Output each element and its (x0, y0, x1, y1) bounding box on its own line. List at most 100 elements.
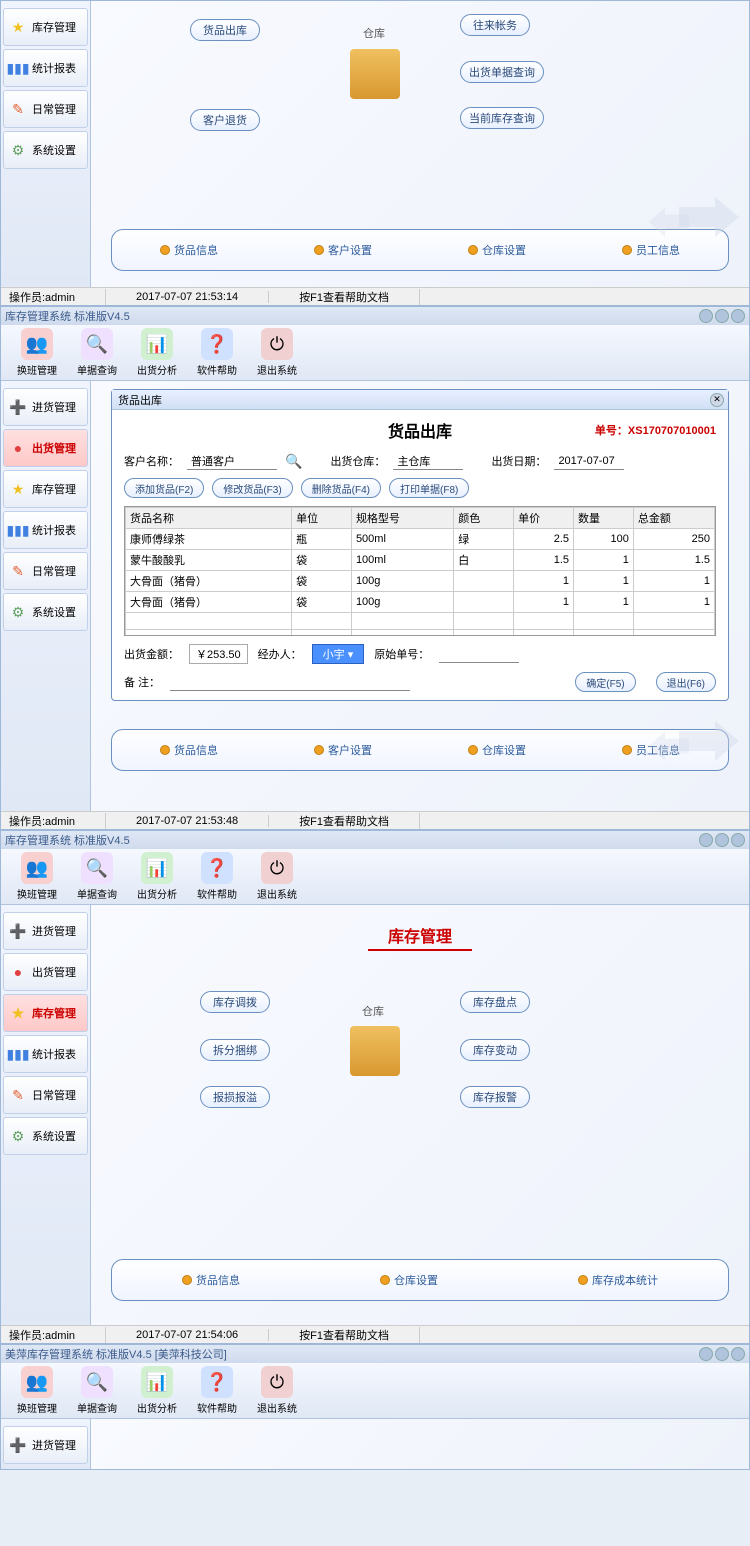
node-transfer[interactable]: 库存调拨 (200, 991, 270, 1013)
node-loss[interactable]: 报损报溢 (200, 1086, 270, 1108)
close-icon[interactable] (731, 1347, 745, 1361)
node-ship-query[interactable]: 出货单据查询 (460, 61, 544, 83)
sidebar-item-shipment[interactable]: ●出货管理 (3, 429, 88, 467)
toolbar-shift-mgmt[interactable]: 👥换班管理 (13, 1366, 61, 1415)
bottom-link[interactable]: 客户设置 (314, 742, 372, 758)
bottom-link-label: 客户设置 (328, 242, 372, 258)
sidebar-item-daily[interactable]: ✎日常管理 (3, 1076, 88, 1114)
titlebar-controls-2 (699, 309, 745, 323)
sidebar-item-system[interactable]: ⚙系统设置 (3, 1117, 88, 1155)
close-icon[interactable] (731, 309, 745, 323)
node-ship-out[interactable]: 货品出库 (190, 19, 260, 41)
sidebar-item-inventory[interactable]: ★库存管理 (3, 470, 88, 508)
bottom-link-label: 货品信息 (174, 742, 218, 758)
table-row[interactable]: 大骨面（猪骨）袋100g111 (126, 571, 715, 592)
customer-input[interactable] (187, 452, 277, 470)
warehouse-input[interactable] (393, 452, 463, 470)
table-row[interactable]: 蒙牛酸酸乳袋100ml白1.511.5 (126, 550, 715, 571)
bottom-link[interactable]: 货品信息 (160, 742, 218, 758)
bottom-link[interactable]: 仓库设置 (380, 1272, 438, 1288)
bottom-link[interactable]: 库存成本统计 (578, 1272, 658, 1288)
sidebar-item-stats[interactable]: ▮▮▮统计报表 (3, 49, 88, 87)
toolbar-bill-query[interactable]: 🔍单据查询 (73, 1366, 121, 1415)
max-icon[interactable] (715, 833, 729, 847)
shift-mgmt-icon: 👥 (21, 328, 53, 360)
node-accounts[interactable]: 往来帐务 (460, 14, 530, 36)
table-row[interactable]: 大骨面（猪骨）袋100g111 (126, 592, 715, 613)
operator-select[interactable]: 小宇 ▾ (312, 644, 365, 664)
sidebar-item-system[interactable]: ⚙系统设置 (3, 131, 88, 169)
toolbar-exit-system[interactable]: ⏻退出系统 (253, 1366, 301, 1415)
node-change[interactable]: 库存变动 (460, 1039, 530, 1061)
inventory-icon: ★ (8, 479, 28, 499)
remark-input[interactable] (170, 673, 410, 691)
toolbar-exit-system[interactable]: ⏻退出系统 (253, 328, 301, 377)
sidebar-item-daily[interactable]: ✎日常管理 (3, 552, 88, 590)
action-button[interactable]: 打印单据(F8) (389, 478, 469, 498)
min-icon[interactable] (699, 833, 713, 847)
warehouse-box-icon (350, 1026, 400, 1076)
min-icon[interactable] (699, 309, 713, 323)
origno-input[interactable] (439, 645, 519, 663)
sidebar-item-shipment[interactable]: ●出货管理 (3, 953, 88, 991)
sidebar-item-inventory[interactable]: ★库存管理 (3, 8, 88, 46)
table-row[interactable]: 康师傅绿茶瓶500ml绿2.5100250 (126, 529, 715, 550)
toolbar-ship-analysis[interactable]: 📊出货分析 (133, 852, 181, 901)
toolbar-software-help[interactable]: ❓软件帮助 (193, 1366, 241, 1415)
sidebar-item-inventory[interactable]: ★库存管理 (3, 994, 88, 1032)
toolbar-exit-system[interactable]: ⏻退出系统 (253, 852, 301, 901)
toolbar-ship-analysis[interactable]: 📊出货分析 (133, 328, 181, 377)
action-button[interactable]: 删除货品(F4) (301, 478, 381, 498)
toolbar-software-help[interactable]: ❓软件帮助 (193, 852, 241, 901)
toolbar-software-help[interactable]: ❓软件帮助 (193, 328, 241, 377)
node-stock-query[interactable]: 当前库存查询 (460, 107, 544, 129)
sidebar-item-purchase[interactable]: ➕进货管理 (3, 388, 88, 426)
node-split[interactable]: 拆分捆绑 (200, 1039, 270, 1061)
action-button[interactable]: 修改货品(F3) (212, 478, 292, 498)
max-icon[interactable] (715, 1347, 729, 1361)
action-button[interactable]: 添加货品(F2) (124, 478, 204, 498)
toolbar-bill-query[interactable]: 🔍单据查询 (73, 852, 121, 901)
titlebar-controls-4 (699, 1347, 745, 1361)
max-icon[interactable] (715, 309, 729, 323)
bottom-link[interactable]: 员工信息 (622, 242, 680, 258)
ok-button[interactable]: 确定(F5) (575, 672, 635, 692)
date-input[interactable] (554, 452, 624, 470)
bottom-link-label: 仓库设置 (394, 1272, 438, 1288)
status-time: 2017-07-07 21:54:06 (136, 1329, 269, 1341)
sidebar-item-daily[interactable]: ✎日常管理 (3, 90, 88, 128)
purchase-icon: ➕ (8, 921, 28, 941)
bottom-link[interactable]: 货品信息 (160, 242, 218, 258)
sidebar-item-label: 系统设置 (32, 604, 76, 620)
cell: 100g (351, 592, 453, 613)
daily-icon: ✎ (8, 99, 28, 119)
sidebar-item-stats[interactable]: ▮▮▮统计报表 (3, 1035, 88, 1073)
status-help: 按F1查看帮助文档 (299, 289, 420, 305)
sidebar-item-purchase[interactable]: ➕进货管理 (3, 1426, 88, 1464)
dot-icon (160, 245, 170, 255)
node-alert[interactable]: 库存报警 (460, 1086, 530, 1108)
dot-icon (622, 745, 632, 755)
toolbar-shift-mgmt[interactable]: 👥换班管理 (13, 852, 61, 901)
remark-label: 备 注： (124, 674, 160, 690)
min-icon[interactable] (699, 1347, 713, 1361)
bottom-link[interactable]: 货品信息 (182, 1272, 240, 1288)
toolbar-shift-mgmt[interactable]: 👥换班管理 (13, 328, 61, 377)
bottom-link[interactable]: 客户设置 (314, 242, 372, 258)
bottom-link[interactable]: 仓库设置 (468, 242, 526, 258)
node-check[interactable]: 库存盘点 (460, 991, 530, 1013)
window-1: ★库存管理▮▮▮统计报表✎日常管理⚙系统设置 货品出库 客户退货 仓库 往来帐务… (0, 0, 750, 306)
dialog-close-icon[interactable]: ✕ (710, 393, 724, 407)
search-icon[interactable]: 🔍 (285, 453, 302, 470)
toolbar-bill-query[interactable]: 🔍单据查询 (73, 328, 121, 377)
bill-query-icon: 🔍 (81, 1366, 113, 1398)
sidebar-item-system[interactable]: ⚙系统设置 (3, 593, 88, 631)
close-icon[interactable] (731, 833, 745, 847)
node-customer-return[interactable]: 客户退货 (190, 109, 260, 131)
toolbar-ship-analysis[interactable]: 📊出货分析 (133, 1366, 181, 1415)
bottom-link[interactable]: 仓库设置 (468, 742, 526, 758)
sidebar-item-purchase[interactable]: ➕进货管理 (3, 912, 88, 950)
sidebar-item-stats[interactable]: ▮▮▮统计报表 (3, 511, 88, 549)
shipment-icon: ● (8, 962, 28, 982)
exit-button[interactable]: 退出(F6) (656, 672, 716, 692)
